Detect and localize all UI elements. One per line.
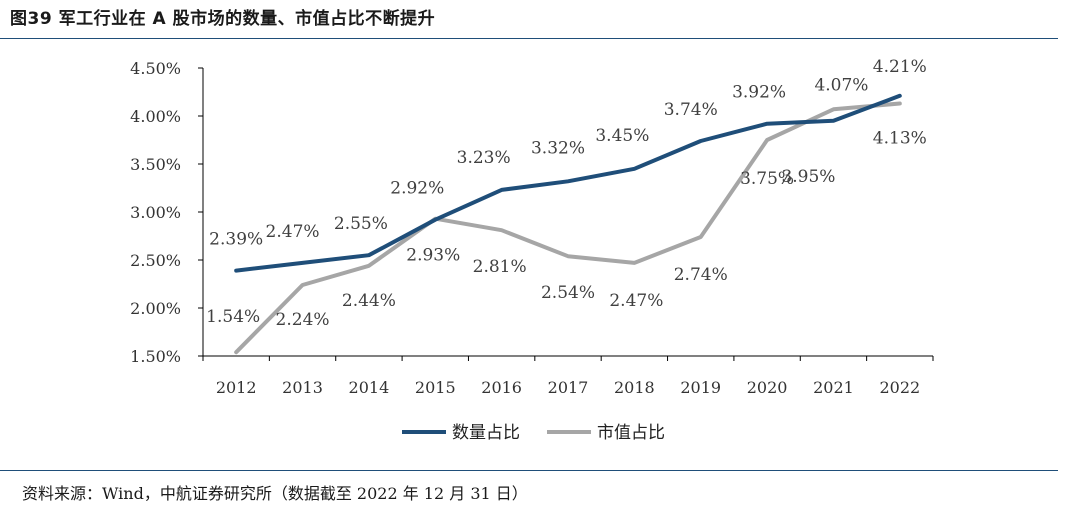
x-tick-label: 2018 bbox=[614, 378, 655, 397]
data-label-s1: 3.23% bbox=[457, 148, 511, 168]
x-tick-label: 2017 bbox=[548, 378, 589, 397]
y-tick-label: 2.00% bbox=[130, 299, 181, 318]
data-label-s2: 4.07% bbox=[814, 75, 868, 95]
top-divider bbox=[0, 38, 1058, 39]
x-tick-label: 2013 bbox=[282, 378, 323, 397]
data-label-s1: 3.95% bbox=[781, 167, 835, 187]
data-label-s1: 3.92% bbox=[732, 83, 786, 103]
data-label-s2: 2.81% bbox=[473, 257, 527, 277]
x-tick-label: 2019 bbox=[680, 378, 721, 397]
x-axis: 2012 2013 2014 2015 2016 2017 2018 2019 2020 2021… bbox=[202, 355, 934, 397]
x-tick-label: 2015 bbox=[415, 378, 456, 397]
data-label-s1: 3.32% bbox=[531, 138, 585, 158]
data-label-s1: 2.47% bbox=[266, 222, 320, 242]
data-labels: 2.39% 2.47% 2.55%2.92%3.23% 3.32%3.45%3.74%… bbox=[206, 57, 927, 330]
x-tick-label: 2020 bbox=[747, 378, 788, 397]
series-line-1 bbox=[234, 93, 902, 273]
figure-title: 图39 军工行业在 A 股市场的数量、市值占比不断提升 bbox=[10, 9, 436, 29]
y-tick-label: 2.50% bbox=[130, 251, 181, 270]
legend: 数量占比 市值占比 bbox=[402, 423, 665, 443]
legend-label-2: 市值占比 bbox=[597, 423, 665, 443]
data-label-s2: 2.24% bbox=[276, 310, 330, 330]
line-chart: 1.50% 2.00% 2.50% 3.00% 3.50% 4.00% 4.50% 2012… bbox=[130, 57, 934, 443]
data-label-s2: 2.93% bbox=[406, 246, 460, 266]
series-line-2 bbox=[234, 101, 902, 355]
y-tick-label: 3.50% bbox=[130, 155, 181, 174]
x-tick-label: 2016 bbox=[481, 378, 522, 397]
y-tick-label: 4.50% bbox=[130, 59, 181, 78]
x-tick-label: 2014 bbox=[349, 378, 390, 397]
data-label-s1: 2.39% bbox=[209, 230, 263, 250]
y-tick-label: 3.00% bbox=[130, 203, 181, 222]
x-tick-label: 2021 bbox=[813, 378, 854, 397]
data-label-s2: 3.75% bbox=[740, 169, 794, 189]
source-note: 资料来源：Wind，中航证券研究所（数据截至 2022 年 12 月 31 日） bbox=[22, 484, 528, 503]
x-tick-label: 2022 bbox=[879, 378, 920, 397]
x-tick-label: 2012 bbox=[216, 378, 257, 397]
series-lines bbox=[234, 93, 902, 355]
y-tick-label: 1.50% bbox=[130, 347, 181, 366]
data-label-s2: 4.13% bbox=[873, 129, 927, 149]
data-label-s1: 4.21% bbox=[873, 57, 927, 77]
data-label-s2: 2.47% bbox=[609, 291, 663, 311]
y-tick-label: 4.00% bbox=[130, 107, 181, 126]
data-label-s1: 2.92% bbox=[390, 179, 444, 199]
data-label-s1: 3.45% bbox=[595, 126, 649, 146]
data-label-s2: 2.44% bbox=[342, 291, 396, 311]
data-label-s2: 2.74% bbox=[674, 265, 728, 285]
data-label-s2: 2.54% bbox=[541, 283, 595, 303]
data-label-s2: 1.54% bbox=[206, 307, 260, 327]
data-label-s1: 2.55% bbox=[334, 214, 388, 234]
data-label-s1: 3.74% bbox=[664, 100, 718, 120]
y-axis: 1.50% 2.00% 2.50% 3.00% 3.50% 4.00% 4.50% bbox=[130, 59, 204, 366]
legend-label-1: 数量占比 bbox=[452, 423, 520, 443]
bottom-divider bbox=[0, 470, 1058, 471]
